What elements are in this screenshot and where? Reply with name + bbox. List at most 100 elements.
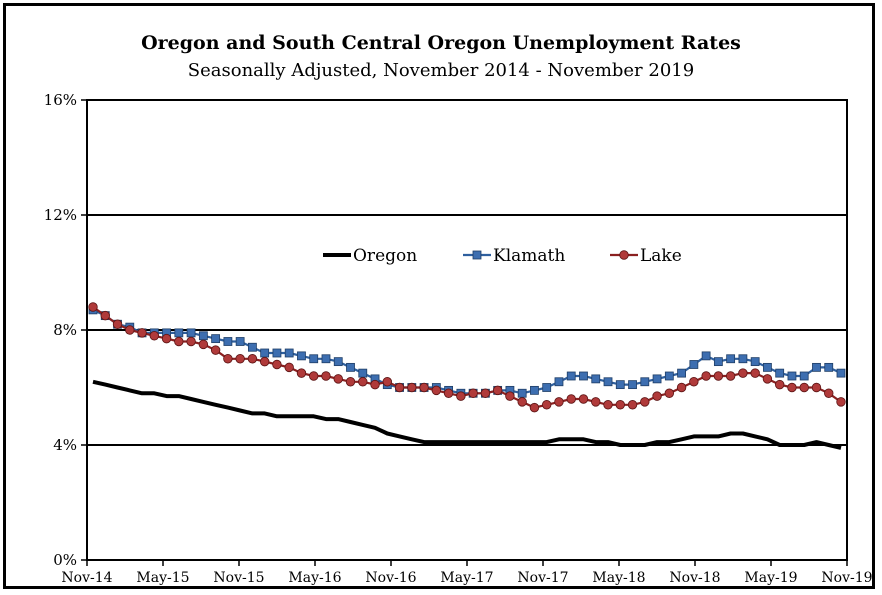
lake-marker: [578, 394, 589, 404]
lake-marker: [198, 339, 209, 350]
lake-marker: [566, 394, 576, 404]
klamath-marker: [689, 360, 699, 369]
legend-oregon-label: Oregon: [353, 246, 417, 266]
klamath-marker: [358, 368, 368, 378]
lake-marker: [235, 354, 245, 364]
klamath-marker: [628, 380, 637, 390]
klamath-marker: [530, 385, 539, 395]
x-tick-label: May-19: [744, 570, 797, 586]
lake-marker: [542, 400, 552, 410]
lake-marker: [725, 371, 736, 381]
lake-marker: [774, 379, 785, 390]
lake-marker: [309, 371, 319, 381]
klamath-marker: [235, 337, 245, 346]
klamath-marker: [750, 357, 760, 367]
klamath-marker: [211, 334, 221, 344]
klamath-marker: [640, 377, 650, 387]
klamath-marker: [297, 351, 306, 361]
lake-marker: [750, 368, 760, 378]
lake-marker: [407, 382, 417, 393]
lake-marker: [345, 377, 356, 387]
lake-marker: [419, 382, 429, 393]
lake-marker: [382, 377, 392, 387]
lake-marker: [431, 385, 442, 396]
klamath-marker: [763, 362, 772, 372]
legend-lake-marker: [619, 250, 629, 260]
klamath-marker: [272, 348, 282, 358]
lake-marker: [137, 328, 147, 338]
lake-marker: [701, 371, 711, 381]
lake-marker: [149, 331, 160, 341]
klamath-marker: [799, 371, 809, 381]
lake-marker: [799, 382, 809, 393]
lake-marker: [443, 388, 454, 398]
klamath-marker: [836, 368, 846, 378]
x-tick-label: Nov-16: [365, 570, 416, 586]
lake-marker: [468, 388, 478, 398]
lake-marker: [676, 382, 687, 393]
klamath-marker: [812, 362, 821, 372]
klamath-marker: [824, 362, 834, 372]
lake-marker: [210, 345, 221, 355]
klamath-marker: [775, 368, 785, 378]
lake-marker: [554, 397, 564, 407]
x-tick-label: May-18: [592, 570, 645, 586]
lake-marker: [112, 319, 123, 329]
lake-marker: [456, 391, 466, 401]
x-tick-label: Nov-18: [669, 570, 720, 586]
klamath-marker: [260, 348, 270, 358]
lake-marker: [492, 385, 503, 396]
x-tick-label: May-17: [440, 570, 493, 586]
y-tick-label: 16%: [44, 91, 77, 109]
klamath-marker: [248, 342, 257, 352]
klamath-marker: [664, 371, 674, 381]
klamath-marker: [333, 357, 343, 367]
lake-marker: [284, 362, 294, 373]
x-tick-label: May-15: [136, 570, 189, 586]
klamath-marker: [652, 374, 662, 384]
lake-marker: [640, 397, 650, 407]
chart-title: Oregon and South Central Oregon Unemploy…: [141, 32, 741, 54]
legend-klamath-marker: [472, 250, 482, 260]
lake-marker: [615, 400, 625, 410]
lake-marker: [787, 382, 797, 393]
klamath-marker: [186, 328, 196, 338]
lake-marker: [505, 391, 515, 401]
lake-marker: [321, 371, 331, 381]
klamath-marker: [566, 371, 576, 381]
lake-marker: [100, 310, 110, 321]
lake-marker: [713, 371, 724, 381]
klamath-marker: [726, 354, 736, 364]
klamath-marker: [713, 357, 723, 367]
legend-lake-label: Lake: [640, 246, 682, 266]
klamath-marker: [677, 368, 686, 378]
lake-marker: [652, 391, 662, 401]
klamath-marker: [603, 377, 613, 387]
lake-marker: [247, 354, 258, 364]
lake-marker: [223, 354, 233, 364]
lake-marker: [394, 382, 405, 393]
lake-marker: [174, 336, 184, 347]
klamath-marker: [198, 331, 208, 341]
klamath-marker: [701, 351, 711, 361]
y-tick-label: 8%: [53, 321, 77, 339]
klamath-marker: [579, 371, 588, 381]
lake-marker: [627, 400, 638, 410]
lake-marker: [272, 359, 282, 370]
lake-marker: [762, 374, 773, 384]
x-tick-label: Nov-17: [517, 570, 568, 586]
chart-subtitle: Seasonally Adjusted, November 2014 - Nov…: [187, 60, 695, 81]
klamath-line: [92, 308, 842, 395]
x-tick-label: Nov-15: [213, 570, 264, 586]
y-tick-label: 12%: [44, 206, 77, 224]
lake-marker: [664, 388, 675, 398]
klamath-marker: [321, 354, 331, 364]
lake-marker: [259, 356, 270, 367]
lake-marker: [738, 368, 748, 378]
x-tick-label: Nov-14: [61, 570, 112, 586]
klamath-marker: [554, 377, 564, 387]
y-tick-label: 0%: [53, 551, 77, 569]
lake-marker: [836, 397, 846, 407]
lake-marker: [689, 377, 699, 387]
